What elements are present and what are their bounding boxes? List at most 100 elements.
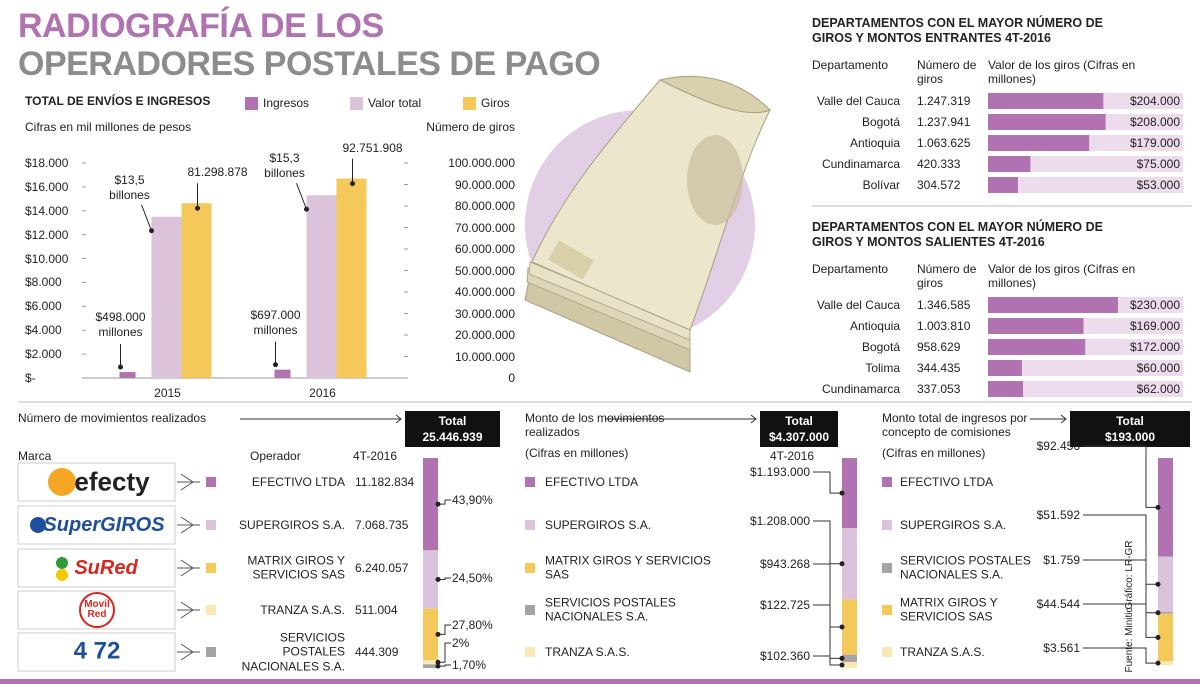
chart-title: DEPARTAMENTOS CON EL MAYOR NÚMERO DE GIR…: [812, 16, 1103, 45]
value-label: $943.268: [759, 556, 810, 571]
bar: [988, 177, 1018, 193]
bar: [988, 297, 1118, 313]
legend-swatch: [206, 520, 216, 530]
legend-swatch: [525, 647, 535, 657]
stack-segment: [1158, 458, 1173, 557]
leader-dot: [1155, 504, 1161, 510]
operator-name: EFECTIVO LTDA: [900, 474, 994, 489]
leader-dot: [435, 576, 441, 582]
y2-tick-label: 60.000.000: [454, 241, 515, 256]
main-title: OPERADORES POSTALES DE PAGO: [18, 45, 601, 83]
bar-track: [988, 156, 1183, 172]
row-giros: 304.572: [917, 178, 961, 192]
value-label: $230.000: [1129, 298, 1180, 312]
leader: [813, 604, 842, 659]
value-label: $60.000: [1136, 361, 1180, 375]
bar-track: [988, 177, 1183, 193]
y-tick-label: $10.000: [25, 251, 69, 266]
bar: [274, 369, 291, 378]
value-label: $179.000: [1129, 136, 1180, 150]
legend-swatch: [206, 477, 216, 487]
bar: [336, 178, 367, 378]
leader-dot: [304, 206, 309, 212]
total-box: [760, 411, 838, 447]
stack-segment: [423, 660, 438, 665]
leader: [1083, 445, 1158, 508]
stack-segment: [1158, 613, 1173, 662]
y2-tick-label: 40.000.000: [454, 284, 515, 299]
row-label: Valle del Cauca: [816, 94, 900, 108]
row-label: Bolívar: [862, 178, 900, 192]
leader: [438, 577, 451, 580]
leader-dot: [1155, 581, 1161, 587]
bar: [306, 195, 337, 378]
leader-dot: [839, 561, 845, 567]
row-label: Tolima: [865, 361, 900, 375]
bar: [988, 156, 1031, 172]
row-giros: 337.053: [917, 382, 961, 396]
legend-swatch: [206, 605, 216, 615]
operator-name: SUPERGIROS S.A.: [545, 517, 652, 532]
total-box: [1070, 411, 1190, 447]
stack-segment: [842, 458, 857, 529]
row-giros: 420.333: [917, 157, 961, 171]
leader-dot: [149, 228, 154, 234]
y-tick-label: $4.000: [25, 323, 62, 338]
y-axis-label: Cifras en mil millones de pesos: [25, 120, 192, 134]
leader: [296, 183, 307, 210]
leader: [1083, 559, 1158, 614]
stack-segment: [842, 654, 857, 662]
row-giros: 958.629: [917, 340, 961, 354]
brand-icon: [56, 569, 68, 581]
legend-swatch: [350, 97, 363, 110]
operator-name: TRANZA S.A.S.: [545, 644, 630, 659]
leader-dot: [435, 663, 441, 669]
row-label: Bogotá: [861, 115, 900, 129]
bar-track: [988, 381, 1183, 397]
value-label: $3.561: [1043, 640, 1080, 655]
brand-logo: efecty: [74, 466, 150, 497]
bar-track: [988, 360, 1183, 376]
row-giros: 1.063.625: [917, 136, 971, 150]
chart-title: DEPARTAMENTOS CON EL MAYOR NÚMERO DE GIR…: [812, 220, 1103, 249]
leader-dot: [435, 501, 441, 507]
row-label: Cundinamarca: [821, 382, 900, 396]
leader: [438, 642, 451, 663]
operator-name: SERVICIOS POSTALES NACIONALES S.A.: [900, 553, 1031, 582]
total-value: 25.446.939: [422, 430, 483, 444]
chart-title: Número de movimientos realizados: [18, 411, 207, 425]
value-label: $1.208.000: [749, 513, 810, 528]
percent-label: 43,90%: [452, 492, 493, 507]
brand-logo: SuperGIROS: [43, 514, 165, 536]
row-giros: 1.346.585: [917, 298, 971, 312]
total-title: Total: [785, 414, 813, 428]
leader-dot: [839, 624, 845, 630]
value-label: $53.000: [1136, 178, 1180, 192]
legend-swatch: [525, 477, 535, 487]
title-arrow: [1060, 414, 1067, 424]
legend-swatch: [882, 605, 892, 615]
operator-value: 6.240.057: [355, 560, 409, 575]
y-tick-label: $12.000: [25, 227, 69, 242]
bar: [119, 372, 136, 378]
leader: [1083, 647, 1158, 664]
brand-icon: [48, 468, 76, 496]
value-label: $51.592: [1036, 507, 1080, 522]
stack-segment: [423, 550, 438, 609]
y2-axis-label: Número de giros: [426, 120, 515, 134]
legend-label: Valor total: [368, 96, 422, 110]
operator-name: SUPERGIROS S.A.: [900, 517, 1007, 532]
chart-subtitle: (Cifras en millones): [882, 446, 986, 460]
leader-dot: [1155, 610, 1161, 616]
value-label: $102.360: [759, 648, 810, 663]
brand-box: [17, 548, 176, 588]
brand-box: [17, 462, 176, 502]
total-title: Total: [438, 414, 467, 428]
stack-segment: [842, 661, 857, 668]
operator-name: SERVICIOS POSTALES NACIONALES S.A.: [241, 630, 345, 674]
leader-dot: [435, 659, 441, 665]
row-label: Valle del Cauca: [816, 298, 900, 312]
row-label: Antioquia: [849, 136, 900, 150]
stack-segment: [1158, 556, 1173, 612]
brand-icon: [56, 557, 68, 569]
